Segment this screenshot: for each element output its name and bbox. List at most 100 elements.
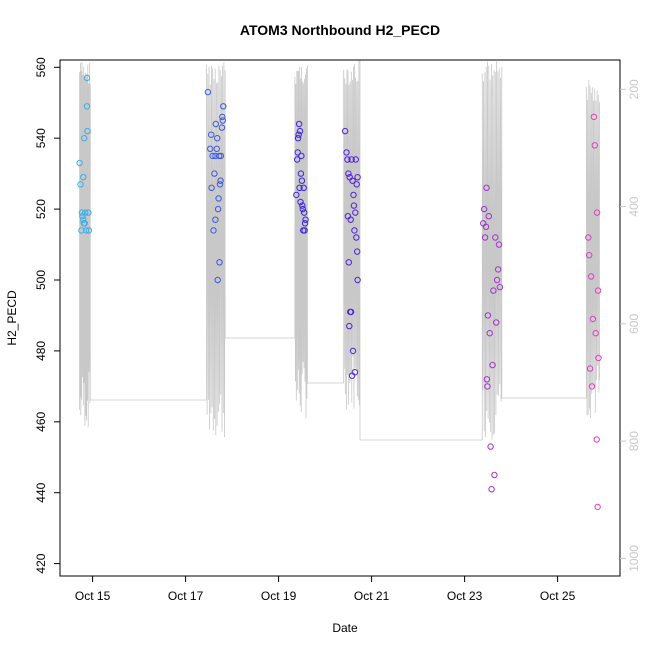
data-point — [214, 276, 221, 284]
y-tick-label: 440 — [34, 482, 48, 502]
y-tick-label: 520 — [34, 199, 48, 219]
data-point — [346, 322, 353, 330]
data-point — [494, 266, 502, 273]
data-point — [216, 259, 223, 266]
data-point — [299, 202, 306, 209]
data-point — [487, 443, 494, 450]
data-point — [76, 159, 83, 167]
data-point — [345, 259, 352, 266]
x-tick-label: Oct 25 — [540, 589, 576, 603]
data-point — [590, 113, 598, 121]
data-point — [350, 191, 357, 199]
data-point — [297, 170, 305, 177]
data-point — [351, 227, 358, 234]
data-point — [220, 103, 227, 110]
y2-tick-label: 600 — [627, 314, 641, 334]
data-point — [491, 471, 498, 479]
data-point — [85, 227, 93, 234]
data-point — [213, 145, 221, 153]
data-point — [294, 135, 302, 142]
data-point — [209, 152, 216, 160]
data-point — [78, 209, 86, 216]
data-point — [208, 131, 215, 138]
data-point — [493, 319, 500, 326]
x-tick-label: Oct 23 — [447, 589, 483, 603]
data-point — [594, 287, 602, 294]
data-point — [594, 503, 601, 511]
data-point — [496, 283, 504, 291]
data-point — [343, 149, 350, 156]
data-point — [302, 216, 309, 223]
data-point — [216, 181, 224, 188]
data-point — [298, 152, 305, 160]
data-point — [484, 312, 492, 319]
secondary-y-axis: 200 400 600 800 1000 — [620, 79, 641, 572]
data-point — [207, 145, 214, 153]
data-point — [297, 198, 304, 206]
x-tick-label: Oct 21 — [354, 589, 390, 603]
x-axis-label: Date — [332, 621, 358, 635]
x-tick-label: Oct 17 — [168, 589, 204, 603]
data-point — [294, 149, 301, 156]
data-point — [301, 220, 309, 227]
data-point — [300, 184, 307, 192]
y2-tick-label: 400 — [627, 196, 641, 216]
y-axis-label: H2_PECD — [5, 290, 19, 346]
data-point — [78, 227, 85, 234]
data-point — [482, 223, 490, 231]
data-point — [301, 227, 308, 234]
data-point — [484, 383, 491, 390]
data-point — [217, 177, 224, 184]
data-point — [341, 127, 349, 135]
data-point — [490, 287, 497, 294]
data-point — [480, 205, 488, 213]
data-point — [354, 248, 361, 255]
data-point — [82, 209, 89, 216]
data-point — [84, 127, 91, 135]
data-point — [348, 156, 355, 163]
data-point — [352, 209, 359, 216]
data-point — [215, 195, 222, 202]
background-trace — [79, 60, 600, 441]
y2-tick-label: 200 — [627, 79, 641, 99]
data-point — [483, 376, 491, 383]
y-tick-label: 500 — [34, 270, 48, 290]
data-point — [481, 234, 489, 241]
data-point — [219, 113, 226, 121]
data-point — [295, 120, 303, 128]
data-point — [489, 361, 496, 369]
data-point — [83, 74, 91, 82]
data-point — [208, 184, 215, 192]
data-point — [204, 88, 212, 96]
data-point — [589, 315, 597, 323]
data-point — [214, 135, 221, 142]
data-point — [595, 354, 602, 362]
data-point — [486, 330, 493, 337]
data-point — [219, 117, 227, 124]
data-point — [212, 216, 219, 223]
data-point — [354, 276, 361, 284]
plot-frame — [59, 59, 621, 577]
data-point — [218, 124, 226, 131]
data-point — [80, 216, 87, 223]
data-point — [493, 276, 501, 284]
data-point — [353, 181, 360, 188]
y2-tick-label: 1000 — [627, 545, 641, 572]
data-point — [344, 156, 351, 163]
data-point — [492, 234, 499, 241]
x-tick-label: Oct 19 — [261, 589, 297, 603]
data-point — [296, 127, 304, 135]
data-point — [296, 184, 303, 192]
data-point — [587, 273, 595, 280]
data-point — [593, 209, 601, 216]
data-point — [214, 205, 222, 213]
data-point — [81, 220, 88, 227]
data-point — [295, 131, 302, 138]
data-point — [345, 170, 352, 177]
data-point — [350, 202, 358, 209]
data-point — [81, 135, 88, 142]
y-tick-label: 480 — [34, 341, 48, 361]
data-point — [349, 177, 356, 184]
data-point — [299, 205, 306, 213]
